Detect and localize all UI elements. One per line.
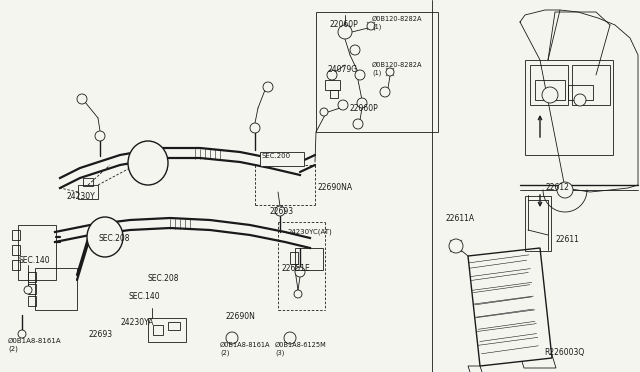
Bar — [295, 248, 323, 270]
Bar — [535, 80, 565, 100]
Bar — [330, 90, 338, 98]
Circle shape — [367, 22, 375, 30]
Circle shape — [557, 182, 573, 198]
Circle shape — [355, 70, 365, 80]
Bar — [83, 178, 93, 186]
Text: Ø0B1A8-8161A
(2): Ø0B1A8-8161A (2) — [8, 338, 61, 352]
Bar — [168, 322, 180, 330]
Bar — [260, 152, 304, 166]
Text: SEC.208: SEC.208 — [98, 234, 129, 243]
Bar — [530, 65, 568, 105]
Circle shape — [226, 332, 238, 344]
Polygon shape — [468, 248, 552, 366]
Polygon shape — [520, 355, 556, 368]
Bar — [325, 80, 340, 90]
Circle shape — [250, 123, 260, 133]
Text: 22611: 22611 — [556, 235, 580, 244]
Circle shape — [353, 119, 363, 129]
Bar — [148, 318, 186, 342]
Bar — [290, 252, 298, 264]
Ellipse shape — [87, 217, 123, 257]
Circle shape — [327, 70, 337, 80]
Circle shape — [380, 87, 390, 97]
Text: SEC.200: SEC.200 — [262, 153, 291, 159]
Text: 24079G: 24079G — [328, 65, 358, 74]
Text: SEC.208: SEC.208 — [148, 274, 179, 283]
Bar — [78, 185, 98, 199]
Text: Ø0B1A8-8161A
(2): Ø0B1A8-8161A (2) — [220, 342, 271, 356]
Circle shape — [24, 286, 32, 294]
Circle shape — [18, 330, 26, 338]
Text: 22693: 22693 — [88, 330, 112, 339]
Circle shape — [574, 94, 586, 106]
Ellipse shape — [128, 141, 168, 185]
Text: SEC.140: SEC.140 — [18, 256, 50, 265]
Text: R226003Q: R226003Q — [544, 348, 584, 357]
Bar — [12, 245, 20, 255]
Bar — [28, 296, 36, 306]
Circle shape — [338, 100, 348, 110]
Circle shape — [350, 45, 360, 55]
Bar — [153, 325, 163, 335]
Circle shape — [386, 68, 394, 76]
Bar — [35, 268, 77, 310]
Text: 22651E: 22651E — [282, 264, 311, 273]
Circle shape — [338, 25, 352, 39]
Text: 22690N: 22690N — [225, 312, 255, 321]
Text: Ø0B120-8282A
(1): Ø0B120-8282A (1) — [372, 62, 422, 76]
Circle shape — [357, 98, 367, 108]
Bar — [28, 272, 36, 282]
Circle shape — [263, 82, 273, 92]
Circle shape — [294, 290, 302, 298]
Text: 22693: 22693 — [270, 207, 294, 216]
Bar — [12, 260, 20, 270]
Circle shape — [284, 332, 296, 344]
Text: SEC.140: SEC.140 — [128, 292, 159, 301]
Circle shape — [320, 108, 328, 116]
Text: 22611A: 22611A — [446, 214, 475, 223]
Text: Ø0B120-8282A
(1): Ø0B120-8282A (1) — [372, 16, 422, 29]
Circle shape — [95, 131, 105, 141]
Circle shape — [275, 206, 285, 216]
Bar — [525, 60, 613, 155]
Bar — [12, 230, 20, 240]
Text: 24230Y: 24230Y — [66, 192, 95, 201]
Polygon shape — [468, 366, 484, 372]
Bar — [525, 196, 551, 251]
Circle shape — [449, 239, 463, 253]
Bar — [568, 85, 593, 100]
Circle shape — [77, 94, 87, 104]
Bar — [572, 65, 610, 105]
Circle shape — [295, 267, 305, 277]
Text: 24230YA: 24230YA — [120, 318, 154, 327]
Text: 22060P: 22060P — [350, 104, 379, 113]
Text: 22612: 22612 — [546, 183, 570, 192]
Text: 22060P: 22060P — [330, 20, 359, 29]
Text: Ø0B1A8-6125M
(3): Ø0B1A8-6125M (3) — [275, 342, 327, 356]
Bar — [28, 284, 36, 294]
Bar — [18, 225, 56, 280]
Bar — [316, 12, 438, 132]
Circle shape — [542, 87, 558, 103]
Text: 22690NA: 22690NA — [318, 183, 353, 192]
Text: 24230YC(AT): 24230YC(AT) — [288, 228, 333, 234]
